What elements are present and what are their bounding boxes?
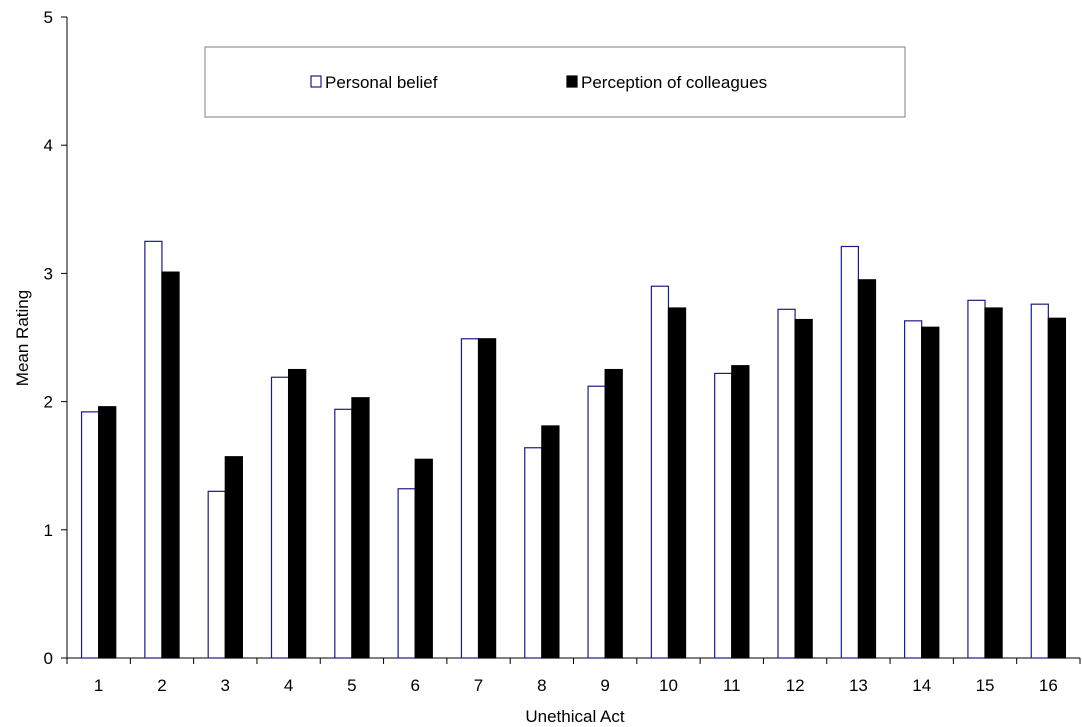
bar-perception-of-colleagues-11 [731,365,750,659]
x-tick-label-2: 2 [157,676,166,695]
bar-personal-belief-13 [840,245,859,659]
bar-perception-of-colleagues-2 [161,271,180,659]
y-tick-label-3: 3 [44,264,53,283]
bar-personal-belief-10 [650,285,670,659]
bar-personal-belief-15 [967,299,986,659]
legend-box [204,46,906,118]
bar-perception-of-colleagues-3 [224,456,243,659]
x-tick-label-16: 16 [1039,676,1058,695]
bar-perception-of-colleagues-10 [667,307,687,659]
x-tick-label-15: 15 [976,676,995,695]
y-tick-label-4: 4 [44,136,53,155]
bar-personal-belief-3 [207,490,226,659]
x-tick-label-13: 13 [849,676,868,695]
bar-perception-of-colleagues-5 [351,397,370,659]
legend-swatch-perception-of-colleagues [566,75,578,88]
bar-personal-belief-2 [144,240,163,659]
x-tick-label-12: 12 [786,676,805,695]
x-tick-label-6: 6 [410,676,419,695]
x-tick-label-7: 7 [474,676,483,695]
bar-personal-belief-11 [714,372,733,659]
x-tick-label-1: 1 [94,676,103,695]
legend-swatch-personal-belief [310,75,322,88]
bar-personal-belief-7 [460,338,480,659]
x-tick-label-3: 3 [221,676,230,695]
bar-personal-belief-8 [524,447,543,659]
bar-perception-of-colleagues-8 [541,425,560,659]
bars [80,240,1067,659]
x-tick-label-11: 11 [723,676,741,695]
bar-perception-of-colleagues-9 [604,368,623,659]
legend: Personal belief Perception of colleagues [204,46,906,118]
bar-perception-of-colleagues-16 [1047,317,1067,659]
x-tick-label-4: 4 [284,676,293,695]
bar-personal-belief-12 [777,308,796,659]
legend-label-perception-of-colleagues: Perception of colleagues [581,73,767,92]
bar-perception-of-colleagues-12 [794,318,813,659]
x-tick-label-10: 10 [659,676,678,695]
bar-perception-of-colleagues-13 [857,279,877,659]
legend-label-personal-belief: Personal belief [325,73,438,92]
y-tick-label-5: 5 [44,8,53,27]
bar-personal-belief-4 [270,376,290,659]
bar-personal-belief-16 [1030,303,1049,659]
bar-perception-of-colleagues-4 [287,368,307,659]
x-tick-label-5: 5 [347,676,356,695]
y-axis-title: Mean Rating [13,290,32,386]
bar-perception-of-colleagues-15 [984,307,1003,659]
bar-personal-belief-5 [334,408,353,659]
y-tick-label-0: 0 [44,649,53,668]
x-tick-label-8: 8 [537,676,546,695]
x-tick-label-14: 14 [912,676,931,695]
x-axis-title: Unethical Act [525,707,624,726]
y-tick-label-2: 2 [44,393,53,412]
bar-perception-of-colleagues-6 [414,458,433,659]
bar-perception-of-colleagues-1 [98,406,117,659]
bar-personal-belief-9 [587,385,606,659]
bar-personal-belief-1 [80,411,100,659]
y-tick-label-1: 1 [44,521,53,540]
bar-perception-of-colleagues-7 [477,338,497,659]
bar-personal-belief-14 [904,320,923,659]
bar-perception-of-colleagues-14 [921,326,940,659]
bar-personal-belief-6 [397,488,416,659]
x-tick-label-9: 9 [600,676,609,695]
